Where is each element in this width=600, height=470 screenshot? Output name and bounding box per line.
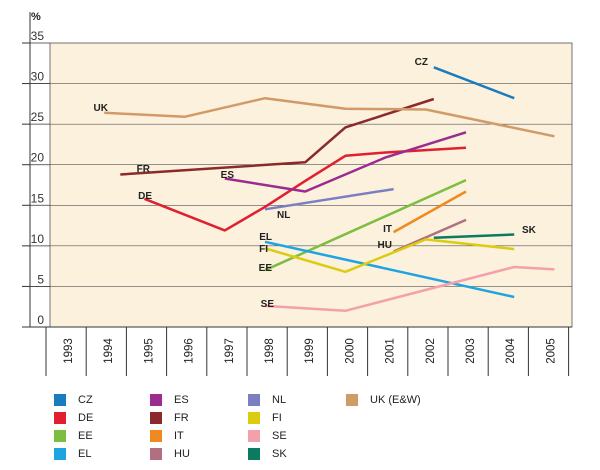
legend-swatch — [54, 448, 66, 460]
series-line-el — [264, 240, 515, 299]
legend-swatch — [248, 412, 260, 424]
legend-swatch — [54, 430, 66, 442]
legend-item: HU — [150, 446, 190, 462]
plot-background — [49, 42, 573, 328]
x-tick-label: 1996 — [184, 338, 196, 364]
series-line-fi — [264, 238, 515, 274]
legend-swatch — [248, 430, 260, 442]
legend-label: NL — [272, 394, 287, 406]
y-tick-label: 5 — [37, 272, 44, 286]
legend-item: ES — [150, 392, 189, 408]
y-tick-label: 0 — [37, 313, 44, 327]
series-line-uk — [104, 96, 555, 138]
legend-label: DE — [78, 412, 94, 424]
legend-label: CZ — [78, 394, 93, 406]
series-label-es: ES — [221, 170, 235, 181]
legend: CZ ES NL UK (E&W) DE FR FI EE IT SE EL HU SK — [54, 392, 534, 464]
y-tick-label: 20 — [31, 151, 45, 165]
x-tick-label: 2002 — [425, 338, 437, 364]
x-tick-label: 1994 — [103, 338, 115, 364]
series-label-se: SE — [261, 299, 275, 310]
series-line-nl — [264, 187, 394, 211]
legend-swatch — [150, 394, 162, 406]
legend-item: DE — [54, 410, 93, 426]
legend-item: NL — [248, 392, 286, 408]
legend-item: CZ — [54, 392, 93, 408]
series-line-de — [143, 146, 467, 232]
series-line-ee — [264, 178, 467, 272]
legend-item: IT — [150, 428, 184, 444]
x-tick-label: 2001 — [385, 338, 397, 364]
y-tick-label: 10 — [31, 232, 45, 246]
series-label-sk: SK — [522, 225, 537, 236]
series-line-fr — [120, 97, 435, 176]
legend-swatch — [150, 430, 162, 442]
y-axis-label: % — [31, 11, 41, 23]
legend-item: SK — [248, 446, 287, 462]
series-label-ee: EE — [259, 263, 273, 274]
legend-swatch — [54, 394, 66, 406]
x-tick-label: 1993 — [63, 338, 75, 364]
legend-label: SE — [272, 430, 287, 442]
legend-swatch — [54, 412, 66, 424]
y-tick-label: 25 — [31, 110, 45, 124]
legend-swatch — [248, 394, 260, 406]
x-tick-label: 1997 — [224, 338, 236, 364]
legend-item: FR — [150, 410, 189, 426]
series-line-it — [392, 190, 467, 234]
y-tick-label: 30 — [31, 70, 45, 84]
x-tick-label: 1999 — [304, 338, 316, 364]
legend-label: HU — [174, 448, 190, 460]
legend-label: FI — [272, 412, 282, 424]
legend-swatch — [248, 448, 260, 460]
legend-label: EE — [78, 430, 93, 442]
x-tick-label: 2003 — [465, 338, 477, 364]
series-label-nl: NL — [277, 210, 290, 221]
x-tick-label: 1995 — [143, 338, 155, 364]
y-tick-label: 35 — [31, 29, 45, 43]
series-label-fr: FR — [137, 164, 151, 175]
legend-item: FI — [248, 410, 282, 426]
line-chart: 0 5 10 15 20 25 30 35 1993 1994 1995 1996 1997 1998 1… — [22, 11, 573, 376]
series-line-se — [264, 265, 555, 313]
legend-item: EL — [54, 446, 91, 462]
legend-label: UK (E&W) — [370, 394, 421, 406]
x-tick-label: 2000 — [344, 338, 356, 364]
legend-item: UK (E&W) — [346, 392, 421, 408]
legend-label: ES — [174, 394, 189, 406]
series-label-fi: FI — [259, 244, 268, 255]
series-label-cz: CZ — [415, 57, 428, 68]
series-label-de: DE — [138, 191, 152, 202]
series-label-hu: HU — [378, 240, 392, 251]
legend-swatch — [150, 412, 162, 424]
series-label-uk: UK — [94, 103, 109, 114]
y-tick-label: 15 — [31, 191, 45, 205]
legend-label: SK — [272, 448, 287, 460]
series-label-el: EL — [259, 232, 272, 243]
legend-label: FR — [174, 412, 189, 424]
legend-item: EE — [54, 428, 93, 444]
legend-swatch — [150, 448, 162, 460]
legend-label: IT — [174, 430, 184, 442]
series-line-es — [224, 131, 467, 193]
series-label-it: IT — [383, 224, 392, 235]
legend-item: SE — [248, 428, 287, 444]
x-tick-label: 2004 — [505, 338, 517, 364]
series-line-cz — [433, 66, 515, 100]
legend-swatch — [346, 394, 358, 406]
series-line-sk — [433, 233, 515, 239]
x-tick-label: 2005 — [545, 338, 557, 364]
legend-label: EL — [78, 448, 92, 460]
x-tick-label: 1998 — [264, 338, 276, 364]
